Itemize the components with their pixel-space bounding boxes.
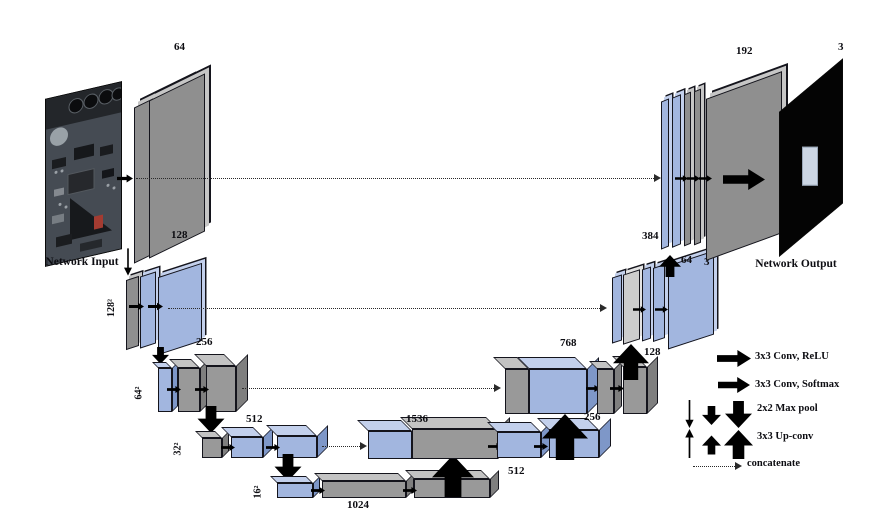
bottleneck-channels-label: 1024 <box>347 499 369 511</box>
conv-relu-arrow <box>117 173 133 184</box>
dec3-conv-block-1 <box>487 422 551 458</box>
dec1-out-channels-label: 64 <box>681 254 692 266</box>
enc3-pool-block <box>195 431 229 458</box>
conv-relu-arrow <box>195 384 209 395</box>
enc1-channels-label: 128 <box>171 229 188 241</box>
conv-relu-arrow <box>221 442 235 453</box>
network-input-label: Network Input <box>45 256 119 268</box>
legend-maxpool-arrow-thin <box>685 400 694 428</box>
dec1-concat-plane-1 <box>612 274 622 344</box>
dec0-output-plane <box>706 71 782 261</box>
enc3-conv-block-1 <box>221 427 273 458</box>
conv-relu-arrow <box>148 301 163 312</box>
legend-maxpool-label: 2x2 Max pool <box>757 403 818 414</box>
conv-softmax-arrow <box>712 169 776 190</box>
legend-upconv-arrow-medium <box>702 431 721 459</box>
output-channels-label: 3 <box>838 41 844 53</box>
legend-maxpool-arrow-large <box>723 401 754 428</box>
enc3-channels-label: 512 <box>246 413 263 425</box>
legend-concat-line <box>693 462 742 470</box>
upconv-arrow-1 <box>405 455 501 497</box>
conv-relu-arrow <box>633 304 646 315</box>
dec3-concat-channels-label: 1536 <box>406 413 428 425</box>
conv-relu-arrow <box>266 442 280 453</box>
enc0-channels-label: 64 <box>174 41 185 53</box>
dec0-concat-plane-2 <box>672 94 681 248</box>
legend-concat-label: concatenate <box>747 458 801 469</box>
conv-softmax-arrow-small <box>699 172 712 185</box>
conv-relu-arrow <box>167 384 181 395</box>
conv-relu-arrow <box>655 304 668 315</box>
legend-upconv-label: 3x3 Up-conv <box>757 431 814 442</box>
concat-line-32 <box>322 442 367 450</box>
maxpool-arrow-2 <box>197 406 225 433</box>
dec2-up-channels-label: 256 <box>584 411 601 423</box>
maxpool-arrow-0 <box>124 246 132 278</box>
dec0-concat-channels-label: 192 <box>736 45 753 57</box>
size-label-32: 32² <box>172 442 184 456</box>
size-label-64: 64² <box>133 386 145 400</box>
pcb-photo-graphic <box>46 81 122 267</box>
dec0-conv-plane-1 <box>684 91 691 247</box>
network-input-image <box>45 81 122 267</box>
dec3-concat-skip-part <box>400 417 510 459</box>
dec2-conv-block-1 <box>589 361 622 414</box>
enc2-channels-label: 256 <box>196 336 213 348</box>
legend-upconv-arrow-thin <box>685 429 694 458</box>
conv-relu-arrow <box>311 485 325 496</box>
network-output-image <box>779 58 843 257</box>
concat-line-128 <box>168 304 607 312</box>
dec1-concat-channels-label: 384 <box>642 230 659 242</box>
dec3-out-channels-label: 512 <box>508 465 525 477</box>
dec2-concat-channels-label: 768 <box>560 337 577 349</box>
dec1-final-channels-label: 3 <box>704 256 710 268</box>
dec3-concat-upconv-part <box>357 420 412 459</box>
bottleneck-conv-block-1 <box>314 473 414 498</box>
legend-upconv-arrow-large <box>723 430 754 459</box>
conv-relu-arrow <box>610 383 624 394</box>
dec0-conv-plane-2 <box>694 88 701 246</box>
enc4-pool-block <box>270 476 320 498</box>
output-defect-region <box>802 146 818 186</box>
dec0-concat-plane-1 <box>661 98 669 250</box>
concat-line-top <box>136 174 661 182</box>
concat-line-64 <box>242 384 501 392</box>
enc1-pool-plane <box>126 275 139 351</box>
network-output-label: Network Output <box>755 258 837 270</box>
legend-maxpool-arrow-medium <box>702 402 721 429</box>
upconv-arrow-4 <box>659 249 681 283</box>
legend-conv-softmax-label: 3x3 Conv, Softmax <box>755 379 840 390</box>
dec2-concat-skip-part <box>493 357 529 414</box>
dec2-concat-upconv-part <box>517 357 599 414</box>
enc2-conv-block-2 <box>194 354 248 412</box>
size-label-16: 16² <box>252 485 264 499</box>
size-label-128: 128² <box>106 299 117 317</box>
conv-relu-arrow <box>129 301 144 312</box>
upconv-arrow-3 <box>612 344 650 380</box>
legend-conv-relu-label: 3x3 Conv, ReLU <box>755 351 829 362</box>
dec2-out-channels-label: 128 <box>644 346 661 358</box>
